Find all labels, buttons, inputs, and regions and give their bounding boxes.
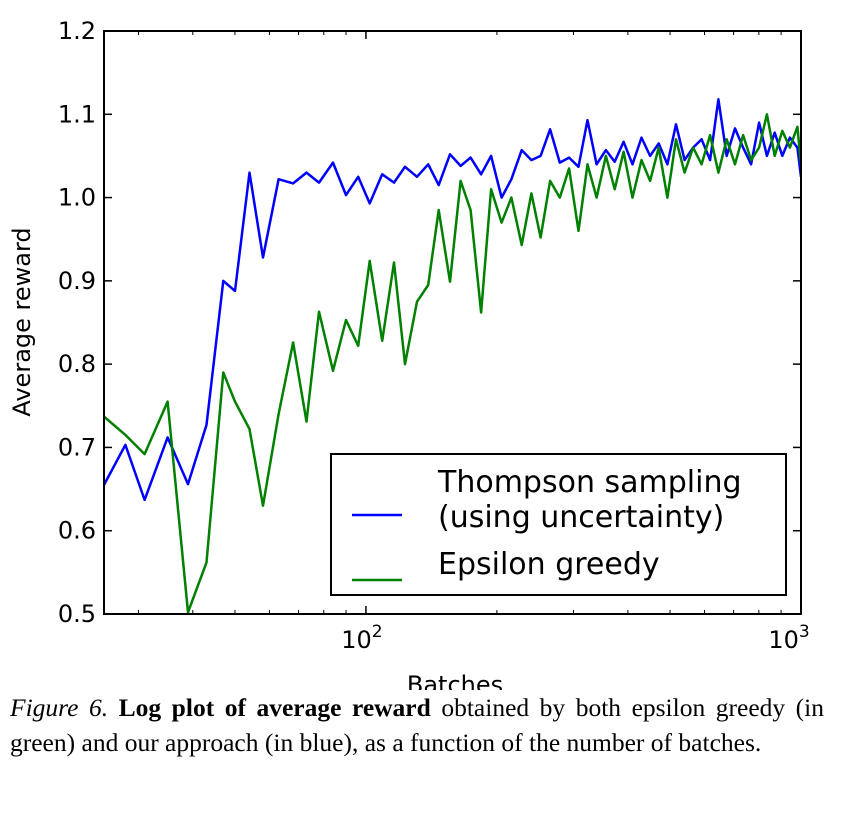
series-layer [104,98,801,614]
x-axis-label: Batches [407,671,503,690]
x-tick-label: 103 [768,622,809,654]
line-chart: 0.5 0.6 0.7 0.8 0.9 1.0 1.1 1.2 102 103 Batches A… [8,17,810,690]
caption-body-text: obtained by both epsilon greedy (in gree… [10,693,824,757]
series-line-1 [104,113,801,614]
y-tick-label: 0.8 [58,350,96,378]
legend-box [330,453,787,596]
caption-figure-label: Figure 6. [10,693,109,722]
y-tick-label: 0.9 [58,267,96,295]
y-tick-label: 1.2 [58,17,96,45]
y-tick-label: 0.6 [58,517,96,545]
series-line-0 [104,98,801,502]
legend-label-0: Thompson sampling [437,465,742,500]
legend: Thompson sampling(using uncertainty) Epsi… [330,453,787,596]
y-tick-label: 1.1 [58,100,96,128]
figure-caption: Figure 6. Log plot of average reward obt… [10,690,824,760]
plot-frame [103,30,802,615]
y-axis-label: Average reward [8,227,36,416]
x-tick-label: 102 [341,622,382,654]
y-tick-label: 0.5 [58,600,96,628]
ticks-layer: 0.5 0.6 0.7 0.8 0.9 1.0 1.1 1.2 102 103 [58,17,810,654]
legend-label-1: Epsilon greedy [438,547,660,582]
caption-bold-text: Log plot of average reward [118,693,431,722]
y-tick-label: 0.7 [58,433,96,461]
legend-label-0: (using uncertainty) [438,500,724,535]
y-tick-label: 1.0 [58,184,96,212]
